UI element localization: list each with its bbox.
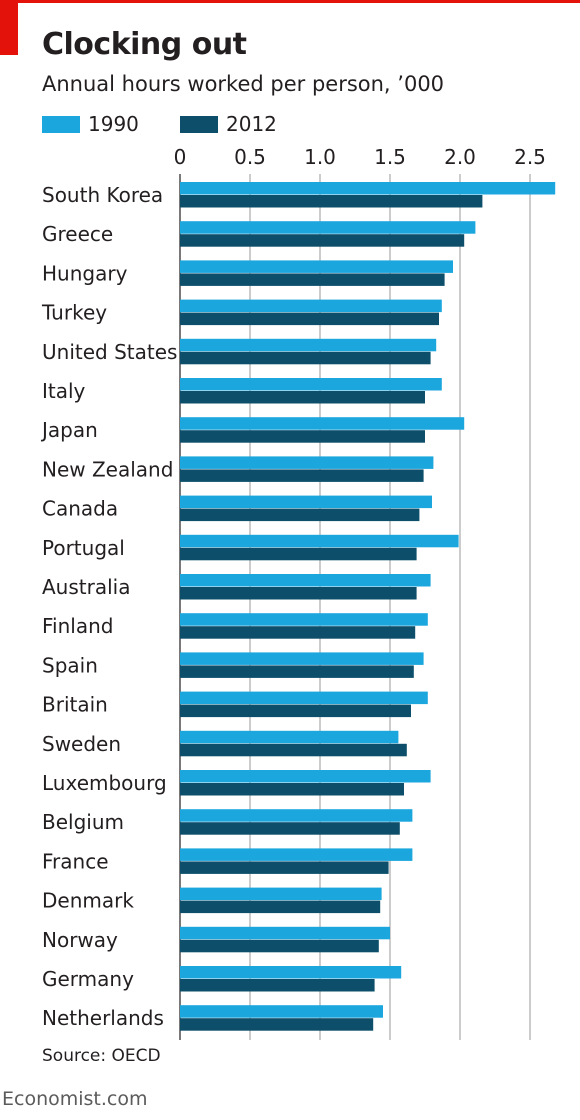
brand-red-tag xyxy=(0,0,18,55)
bar-1990-italy xyxy=(180,378,442,391)
chart-title: Clocking out xyxy=(42,27,247,62)
bar-1990-greece xyxy=(180,221,476,234)
bar-1990-germany xyxy=(180,966,402,979)
bar-2012-belgium xyxy=(180,822,400,835)
category-label: Belgium xyxy=(42,810,124,834)
x-tick-label: 0 xyxy=(174,145,187,169)
bar-1990-new-zealand xyxy=(180,456,434,469)
bar-2012-japan xyxy=(180,430,425,443)
category-label: Britain xyxy=(42,693,108,717)
bar-1990-france xyxy=(180,848,413,861)
category-label: Hungary xyxy=(42,261,128,285)
bar-2012-italy xyxy=(180,391,425,404)
bar-1990-south-korea xyxy=(180,182,556,195)
bar-1990-canada xyxy=(180,495,432,509)
bar-1990-united-states xyxy=(180,338,437,352)
bar-2012-portugal xyxy=(180,547,417,561)
category-label: South Korea xyxy=(42,183,163,207)
bar-1990-portugal xyxy=(180,534,459,548)
bar-2012-united-states xyxy=(180,351,431,365)
bar-2012-norway xyxy=(180,939,379,953)
category-label: Germany xyxy=(42,967,134,991)
bar-1990-denmark xyxy=(180,887,382,901)
bar-2012-britain xyxy=(180,704,411,718)
category-label: Norway xyxy=(42,928,118,952)
bar-2012-france xyxy=(180,861,389,874)
category-label: Portugal xyxy=(42,536,125,560)
top-accent-rule xyxy=(0,0,580,3)
bar-2012-australia xyxy=(180,587,417,600)
category-label: United States xyxy=(42,340,177,364)
bar-2012-south-korea xyxy=(180,195,483,208)
bar-2012-finland xyxy=(180,626,416,639)
bar-1990-britain xyxy=(180,691,428,705)
bar-1990-netherlands xyxy=(180,1005,383,1018)
bar-2012-hungary xyxy=(180,273,445,286)
category-label: Greece xyxy=(42,222,113,246)
x-tick-label: 1.5 xyxy=(374,145,406,169)
bar-2012-luxembourg xyxy=(180,783,404,796)
bar-2012-spain xyxy=(180,665,414,678)
category-label: Netherlands xyxy=(42,1006,164,1030)
bar-2012-canada xyxy=(180,508,420,522)
category-label: Sweden xyxy=(42,732,121,756)
category-label: Japan xyxy=(40,418,98,442)
bar-2012-netherlands xyxy=(180,1018,374,1031)
category-label: Denmark xyxy=(42,889,134,913)
bar-1990-norway xyxy=(180,926,390,940)
x-tick-label: 2.0 xyxy=(444,145,476,169)
x-tick-label: 1.0 xyxy=(304,145,336,169)
bar-1990-japan xyxy=(180,417,465,430)
bar-chart: 0 0.5 1.0 1.5 2.0 2.5 South Korea Greece Hungary… xyxy=(40,145,556,1040)
category-label: Spain xyxy=(42,653,98,677)
legend-label-1990: 1990 xyxy=(88,112,139,136)
bar-1990-belgium xyxy=(180,809,413,822)
category-label: Finland xyxy=(42,614,113,638)
category-label: Australia xyxy=(42,575,130,599)
bar-2012-germany xyxy=(180,979,375,992)
category-label: Canada xyxy=(42,497,118,521)
bar-2012-new-zealand xyxy=(180,469,424,482)
legend-swatch-2012 xyxy=(180,116,218,133)
bar-2012-sweden xyxy=(180,743,407,757)
bar-2012-greece xyxy=(180,234,465,247)
x-tick-label: 0.5 xyxy=(234,145,266,169)
brand-footer: Economist.com xyxy=(2,1088,148,1110)
bar-1990-spain xyxy=(180,652,424,665)
bar-1990-australia xyxy=(180,574,431,587)
category-label: France xyxy=(42,849,109,873)
bar-1990-sweden xyxy=(180,730,399,744)
legend-label-2012: 2012 xyxy=(226,112,277,136)
bar-1990-turkey xyxy=(180,299,442,313)
bar-2012-turkey xyxy=(180,312,439,326)
category-label: Turkey xyxy=(41,301,107,325)
bar-2012-denmark xyxy=(180,900,381,914)
source-note: Source: OECD xyxy=(42,1046,161,1066)
legend-swatch-1990 xyxy=(42,116,80,133)
category-label: Luxembourg xyxy=(42,771,167,795)
x-tick-label: 2.5 xyxy=(514,145,546,169)
bar-1990-hungary xyxy=(180,260,453,273)
bar-1990-finland xyxy=(180,613,428,626)
category-label: New Zealand xyxy=(42,457,173,481)
category-label: Italy xyxy=(42,379,86,403)
bar-1990-luxembourg xyxy=(180,770,431,783)
chart-subtitle: Annual hours worked per person, ’000 xyxy=(42,72,445,96)
